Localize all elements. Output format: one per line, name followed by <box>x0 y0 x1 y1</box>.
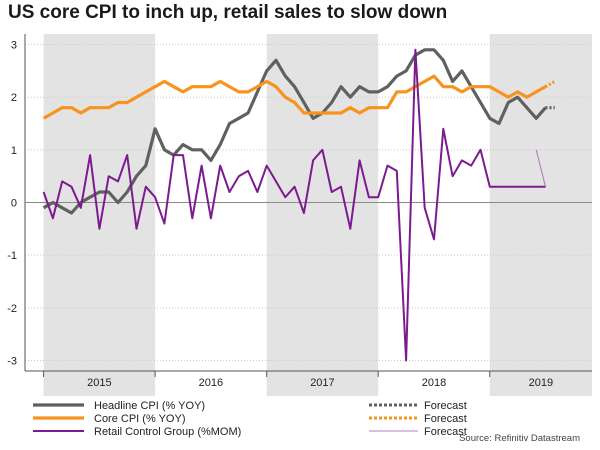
shade-2017 <box>266 34 379 396</box>
shade-2015 <box>43 34 156 396</box>
series-line-1 <box>42 74 547 120</box>
series-lines <box>42 48 556 362</box>
y-tick-label: 3 <box>11 40 17 52</box>
x-tick-label-2017: 2017 <box>310 377 334 389</box>
legend: Headline CPI (% YOY) Forecast Core CPI (% … <box>33 400 467 438</box>
legend-forecast-label-1: Forecast <box>424 413 467 425</box>
series-line-0 <box>42 48 547 215</box>
legend-label-0: Headline CPI (% YOY) <box>94 400 205 412</box>
shade-2019 <box>489 34 592 396</box>
legend-forecast-label-2: Forecast <box>424 426 467 438</box>
forecast-line-1 <box>544 80 556 89</box>
legend-forecast-label-0: Forecast <box>424 400 467 412</box>
x-tick-label-2016: 2016 <box>199 377 223 389</box>
year-shading <box>43 34 592 396</box>
legend-label-1: Core CPI (% YOY) <box>94 413 186 425</box>
x-tick-label-2019: 2019 <box>529 377 553 389</box>
series-line-2 <box>42 48 546 362</box>
source-note: Source: Refinitiv Datastream <box>459 433 580 444</box>
y-tick-label: 0 <box>11 198 17 210</box>
y-tick-label: 2 <box>11 92 17 104</box>
x-tick-label-2015: 2015 <box>87 377 111 389</box>
chart-title: US core CPI to inch up, retail sales to … <box>8 2 448 23</box>
x-tick-label-2018: 2018 <box>422 377 446 389</box>
axes: -3 -2 -1 0 1 2 3 2015 2016 2017 2018 2019 <box>7 34 592 389</box>
y-tick-label: 1 <box>11 145 17 157</box>
y-tick-label: -3 <box>7 355 17 367</box>
forecast-line-2 <box>535 149 546 187</box>
y-tick-label: -2 <box>7 303 17 315</box>
y-tick-label: -1 <box>7 250 17 262</box>
legend-label-2: Retail Control Group (%MOM) <box>94 426 241 438</box>
